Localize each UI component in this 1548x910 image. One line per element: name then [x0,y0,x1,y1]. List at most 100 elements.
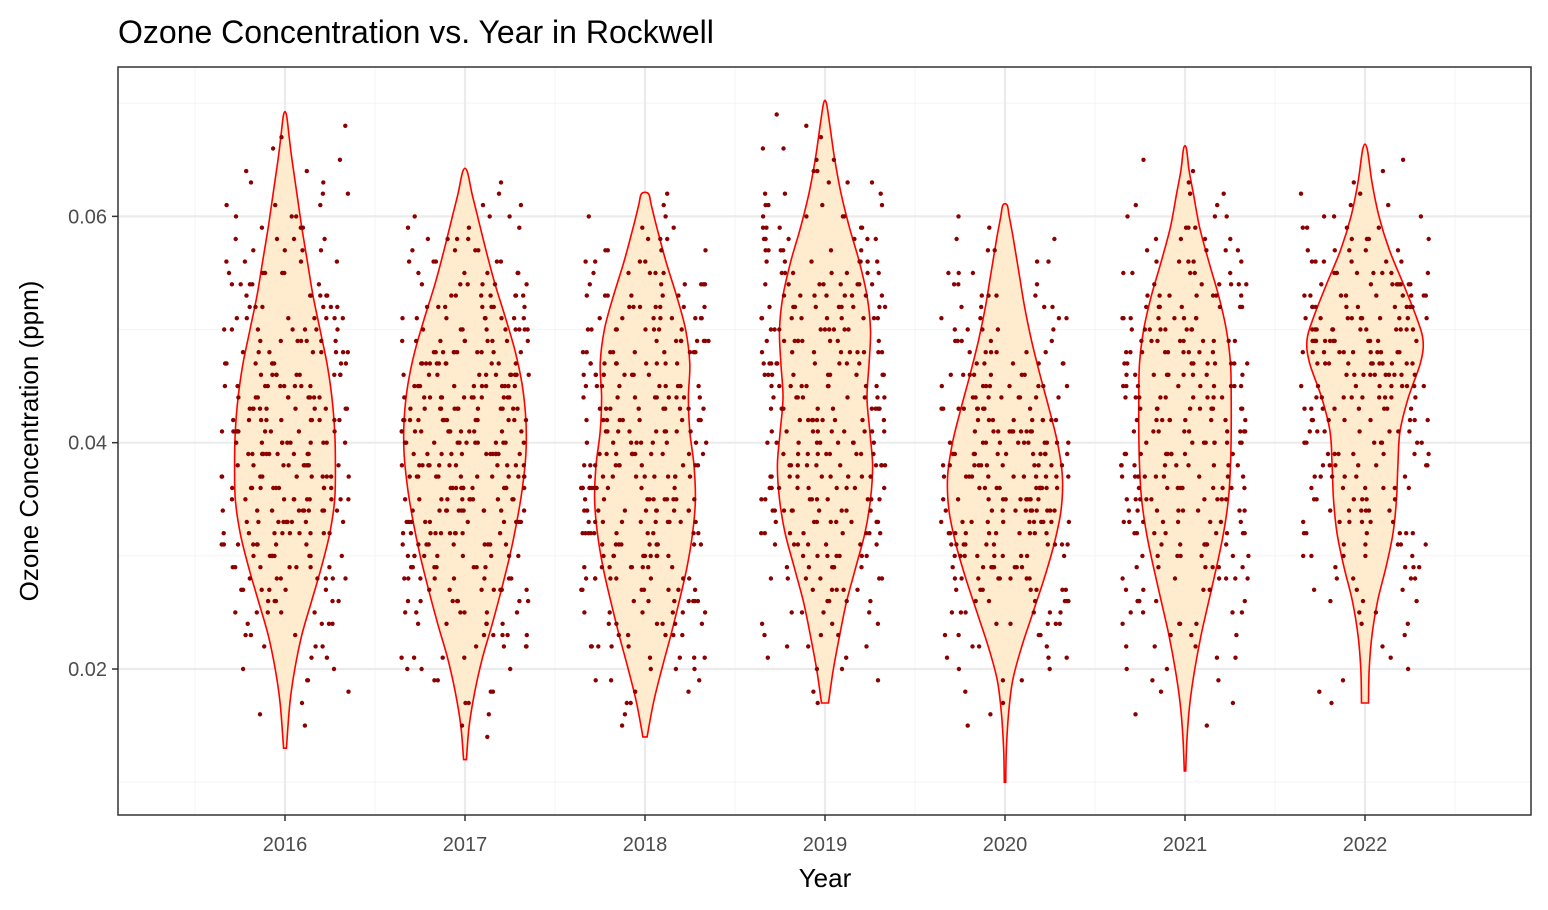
data-point [604,417,610,423]
data-point [768,576,774,581]
data-point [1154,259,1159,264]
data-point [261,451,266,457]
data-point [1133,202,1139,208]
data-point [1325,451,1331,457]
data-point [317,395,322,400]
data-point [963,474,969,479]
data-point [663,361,668,366]
data-point [947,463,952,468]
data-point [999,395,1004,400]
data-point [455,350,460,355]
data-point [702,304,707,310]
data-point [526,372,531,377]
data-point [264,417,269,423]
data-point [626,644,631,649]
data-point [806,644,811,649]
violin-2021 [1137,144,1233,772]
data-point [1383,372,1388,377]
data-point [581,395,586,400]
data-point [466,236,471,242]
data-point [1193,316,1199,321]
x-tick-label: 2018 [623,834,668,856]
data-point [219,542,224,547]
data-point [287,531,293,536]
data-point [651,531,656,536]
data-point [1228,383,1234,389]
data-point [967,372,972,377]
data-point [416,474,421,479]
data-point [1311,587,1317,592]
data-point [1047,610,1053,615]
data-point [1034,587,1039,592]
data-point [800,553,806,559]
data-point [422,553,427,559]
data-point [308,531,313,536]
data-point [988,338,994,344]
data-point [828,519,833,525]
data-point [955,497,961,502]
data-point [844,485,849,491]
data-point [310,350,316,355]
data-point [693,350,698,355]
data-point [1180,485,1185,491]
data-point [410,508,415,513]
data-point [845,395,850,400]
data-point [583,383,589,389]
data-point [1155,338,1160,344]
data-point [1345,316,1351,321]
data-point [580,531,585,536]
data-point [1000,700,1006,706]
data-point [1021,440,1027,445]
data-point [954,236,959,242]
data-point [762,372,767,377]
data-point [1134,417,1140,423]
data-point [654,621,660,626]
data-point [1301,553,1306,559]
data-point [1241,429,1247,434]
data-point [1039,519,1044,525]
data-point [952,327,957,332]
data-point [854,372,859,377]
data-point [258,485,263,491]
data-point [988,372,994,377]
data-point [320,191,326,196]
data-point [1027,519,1032,525]
data-point [769,372,775,377]
data-point [693,316,698,321]
data-point [222,361,228,366]
data-point [679,327,684,332]
data-point [1120,621,1125,626]
data-point [1128,350,1133,355]
data-point [584,293,589,298]
data-point [1021,474,1027,479]
data-point [491,632,496,638]
data-point [877,497,882,502]
data-point [450,598,455,604]
data-point [1327,463,1332,468]
data-point [686,451,692,457]
data-point [1216,576,1222,581]
data-point [651,497,656,502]
data-point [1351,497,1357,502]
data-point [882,304,888,310]
data-point [272,361,277,366]
data-point [602,361,607,366]
data-point [696,417,701,423]
data-point [629,293,634,298]
data-point [1052,236,1057,242]
data-point [1314,327,1319,332]
data-point [458,429,464,434]
data-point [434,474,439,479]
data-point [875,316,880,321]
data-point [336,463,341,468]
data-point [270,372,275,377]
data-point [521,316,526,321]
data-point [1058,610,1063,615]
data-point [781,146,786,151]
data-point [1161,474,1167,479]
data-point [1125,214,1130,219]
data-point [458,474,464,479]
data-point [324,440,329,445]
data-point [977,485,982,491]
data-point [832,417,838,423]
